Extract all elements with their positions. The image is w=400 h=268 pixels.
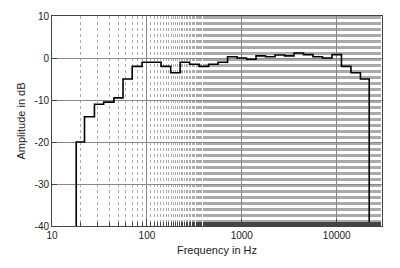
svg-text:100: 100 [139,230,156,241]
svg-text:Frequency in Hz: Frequency in Hz [177,244,257,256]
svg-text:-20: -20 [35,137,50,148]
svg-text:10000: 10000 [323,230,351,241]
svg-text:10: 10 [38,11,50,22]
svg-text:0: 0 [43,53,49,64]
svg-text:1000: 1000 [231,230,254,241]
svg-text:-40: -40 [35,221,50,232]
svg-text:-30: -30 [35,179,50,190]
svg-text:10: 10 [46,230,58,241]
svg-text:-10: -10 [35,95,50,106]
svg-text:Amplitude in dB: Amplitude in dB [15,82,27,159]
